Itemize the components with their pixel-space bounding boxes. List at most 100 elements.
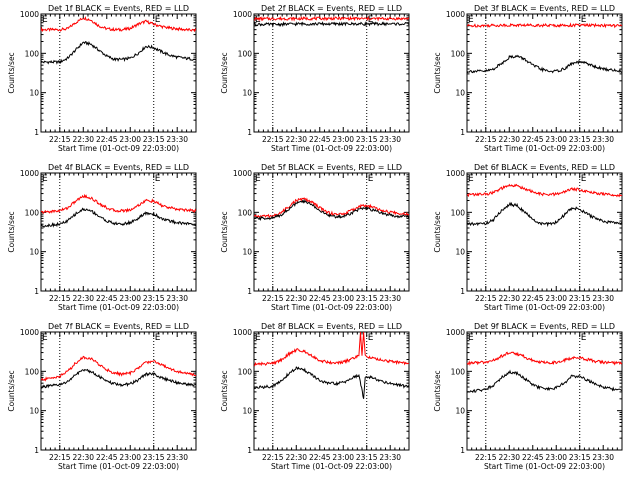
events-series-line (41, 41, 196, 65)
y-tick-label: 1 (34, 287, 39, 296)
event-marker: E (155, 333, 161, 343)
x-tick-label: 23:15 (143, 453, 165, 462)
x-tick-label: 23:15 (569, 135, 591, 144)
events-series-line (254, 366, 409, 399)
lld-series-line (467, 22, 622, 29)
x-tick-label: 22:15 (49, 294, 71, 303)
x-tick-label: 22:15 (475, 294, 497, 303)
x-tick-label: 22:45 (309, 135, 331, 144)
x-tick-label: 23:30 (166, 135, 188, 144)
y-tick-label: 100 (25, 49, 40, 58)
y-tick-label: 1 (247, 287, 252, 296)
x-tick-label: 22:45 (96, 294, 118, 303)
plot-frame (40, 331, 197, 451)
x-tick-label: 22:30 (72, 135, 94, 144)
events-series-line (254, 198, 409, 222)
x-tick-label: 23:00 (545, 294, 567, 303)
event-marker: E (155, 15, 161, 25)
x-tick-label: 23:15 (569, 453, 591, 462)
y-tick-label: 1 (460, 128, 465, 137)
lld-series-line (41, 16, 196, 33)
y-axis-label: Counts/sec (220, 52, 229, 93)
x-tick-label: 23:15 (143, 135, 165, 144)
y-axis-label: Counts/sec (7, 211, 16, 252)
y-tick-label: 1 (460, 446, 465, 455)
y-tick-label: 1 (34, 128, 39, 137)
lld-series-line (254, 197, 409, 219)
panel-title: Det 8f BLACK = Events, RED = LLD (261, 322, 402, 331)
x-axis-label: Start Time (01-Oct-09 22:03:00) (271, 303, 392, 312)
event-marker: E (368, 333, 374, 343)
y-tick-label: 100 (238, 208, 253, 217)
y-tick-label: 1 (34, 446, 39, 455)
x-tick-label: 23:00 (119, 294, 141, 303)
panel-title: Det 2f BLACK = Events, RED = LLD (261, 4, 402, 13)
panel-1: Det 1f BLACK = Events, RED = LLD 1 10 100 10… (7, 4, 197, 153)
event-marker: E (581, 15, 587, 25)
x-tick-label: 23:30 (379, 294, 401, 303)
y-tick-label: 10 (242, 407, 252, 416)
y-tick-label: 10 (29, 89, 39, 98)
x-tick-label: 22:15 (49, 453, 71, 462)
lld-series-line (254, 332, 409, 367)
x-tick-label: 22:15 (262, 453, 284, 462)
x-tick-label: 22:30 (285, 453, 307, 462)
x-tick-label: 22:45 (96, 453, 118, 462)
event-marker: E (255, 333, 261, 343)
panel-title: Det 4f BLACK = Events, RED = LLD (48, 163, 189, 172)
x-tick-label: 23:00 (332, 453, 354, 462)
event-marker: E (581, 174, 587, 184)
y-tick-label: 1 (247, 128, 252, 137)
x-axis-label: Start Time (01-Oct-09 22:03:00) (484, 303, 605, 312)
x-tick-label: 22:45 (522, 453, 544, 462)
y-tick-label: 1 (247, 446, 252, 455)
x-axis-label: Start Time (01-Oct-09 22:03:00) (484, 144, 605, 153)
x-tick-label: 23:00 (119, 453, 141, 462)
y-axis-label: Counts/sec (433, 370, 442, 411)
x-tick-label: 23:00 (332, 135, 354, 144)
x-tick-label: 23:15 (569, 294, 591, 303)
x-tick-label: 23:30 (379, 135, 401, 144)
x-tick-label: 23:15 (143, 294, 165, 303)
x-axis-label: Start Time (01-Oct-09 22:03:00) (271, 462, 392, 471)
y-axis-label: Counts/sec (433, 211, 442, 252)
x-tick-label: 22:15 (262, 294, 284, 303)
x-axis-label: Start Time (01-Oct-09 22:03:00) (58, 303, 179, 312)
event-marker: E (255, 174, 261, 184)
x-tick-label: 23:30 (379, 453, 401, 462)
plot-frame (40, 13, 197, 133)
x-tick-label: 22:15 (475, 453, 497, 462)
x-tick-label: 22:30 (72, 294, 94, 303)
y-tick-label: 10 (29, 248, 39, 257)
panel-7: Det 7f BLACK = Events, RED = LLD 1 10 100 10… (7, 322, 197, 471)
event-marker: E (255, 15, 261, 25)
x-tick-label: 22:30 (72, 453, 94, 462)
x-tick-label: 23:30 (166, 453, 188, 462)
event-marker: E (42, 333, 48, 343)
x-tick-label: 23:30 (592, 135, 614, 144)
panel-6: Det 6f BLACK = Events, RED = LLD 1 10 100 10… (433, 163, 623, 312)
y-tick-label: 1000 (446, 10, 465, 19)
plot-frame (466, 172, 623, 292)
y-tick-label: 1 (460, 287, 465, 296)
y-tick-label: 100 (25, 367, 40, 376)
x-tick-label: 23:00 (545, 453, 567, 462)
plot-frame (466, 331, 623, 451)
y-tick-label: 1000 (20, 10, 39, 19)
y-tick-label: 10 (242, 248, 252, 257)
lld-series-line (41, 193, 196, 215)
panel-title: Det 6f BLACK = Events, RED = LLD (474, 163, 615, 172)
y-axis-label: Counts/sec (7, 370, 16, 411)
event-marker: E (468, 174, 474, 184)
plot-frame (253, 172, 410, 292)
y-tick-label: 100 (238, 49, 253, 58)
x-tick-label: 22:30 (498, 135, 520, 144)
events-series-line (41, 207, 196, 228)
events-series-line (467, 369, 622, 394)
plot-frame (466, 13, 623, 133)
panel-title: Det 1f BLACK = Events, RED = LLD (48, 4, 189, 13)
event-marker: E (368, 174, 374, 184)
x-axis-label: Start Time (01-Oct-09 22:03:00) (484, 462, 605, 471)
